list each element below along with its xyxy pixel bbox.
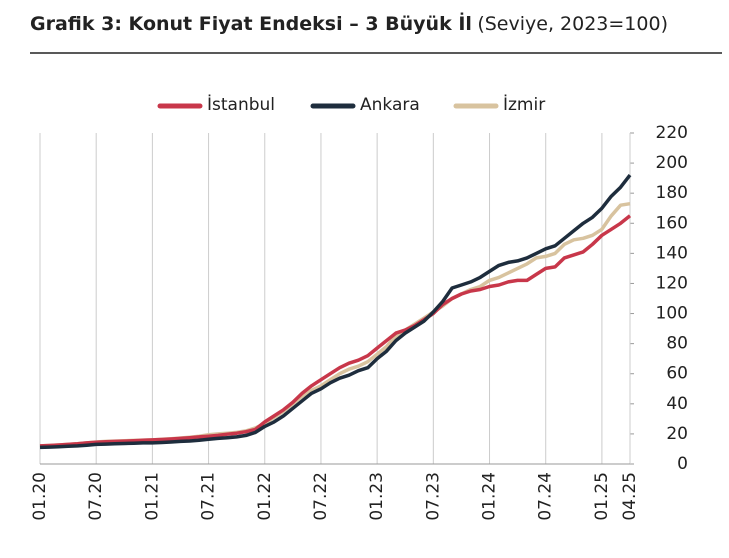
line-series: [39, 214, 632, 448]
line-series: [39, 201, 631, 448]
y-tick-label: 80: [666, 334, 688, 354]
x-tick-label: 07.22: [311, 472, 331, 521]
y-tick-label: 60: [666, 364, 688, 384]
chart-title: Grafik 3: Konut Fiyat Endeksi – 3 Büyük …: [30, 11, 668, 35]
x-tick-label: 01.22: [255, 472, 275, 521]
y-tick-label: 0: [677, 454, 688, 474]
x-tick-label: 01.25: [592, 472, 612, 521]
line-series: [39, 174, 632, 450]
x-tick-label: 07.21: [199, 472, 219, 521]
subtitle: (Seviye, 2023=100): [477, 13, 668, 35]
legend-label: İzmir: [503, 94, 545, 115]
y-tick-label: 20: [666, 424, 688, 444]
legend-label: İstanbul: [207, 94, 275, 115]
y-tick-label: 200: [656, 153, 688, 173]
y-tick-label: 40: [666, 394, 688, 414]
title: Grafik 3: Konut Fiyat Endeksi – 3 Büyük …: [30, 11, 472, 35]
x-tick-label: 07.23: [423, 472, 443, 521]
x-tick-label: 04.25: [620, 472, 640, 521]
x-tick-label: 01.20: [30, 472, 50, 521]
y-tick-label: 120: [656, 273, 688, 293]
y-tick-label: 140: [656, 243, 688, 263]
x-tick-label: 01.23: [367, 472, 387, 521]
x-tick-label: 01.21: [142, 472, 162, 521]
y-tick-label: 100: [656, 304, 688, 324]
y-tick-label: 180: [656, 183, 688, 203]
x-tick-label: 07.24: [536, 472, 556, 521]
x-tick-label: 07.20: [86, 472, 106, 521]
x-tick-label: 01.24: [480, 472, 500, 521]
legend-label: Ankara: [360, 95, 420, 115]
y-tick-label: 160: [656, 213, 688, 233]
y-tick-label: 220: [656, 123, 688, 143]
